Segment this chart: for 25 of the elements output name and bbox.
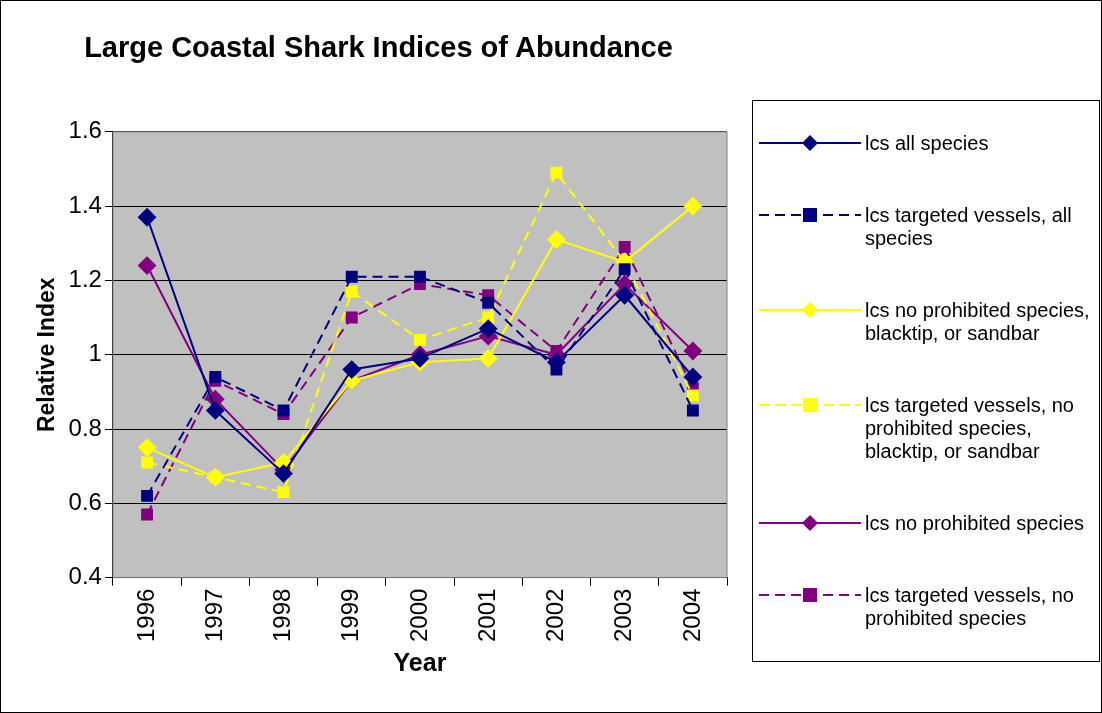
- x-tick-label: 1996: [131, 588, 159, 642]
- y-tick-label: 1.4: [68, 190, 102, 218]
- x-tick-label: 2001: [472, 588, 500, 642]
- x-tick-label: 2000: [404, 588, 432, 642]
- chart-title: Large Coastal Shark Indices of Abundance: [84, 31, 673, 64]
- y-tick-label: 0.6: [68, 487, 102, 515]
- x-tick-label: 1997: [199, 588, 227, 642]
- x-axis-title: Year: [393, 647, 447, 676]
- legend-label: lcs targeted vessels, all species: [865, 203, 1073, 250]
- x-tick-label: 1998: [268, 588, 296, 642]
- legend-label: lcs no prohibited species: [865, 512, 1085, 536]
- x-tick-label: 2002: [541, 588, 569, 642]
- legend-label: lcs targeted vessels, no prohibited species, blacktip, or sandbar: [865, 394, 1075, 464]
- x-tick-label: 1999: [336, 588, 364, 642]
- y-axis-title: Relative Index: [33, 277, 60, 433]
- y-tick-label: 1.6: [68, 116, 102, 144]
- y-tick-label: 0.4: [68, 562, 102, 590]
- legend-label: lcs all species: [865, 131, 990, 155]
- y-tick-label: 0.8: [68, 413, 102, 441]
- x-tick-label: 2004: [677, 588, 705, 642]
- legend-label: lcs targeted vessels, no prohibited species: [865, 584, 1075, 631]
- y-tick-label: 1: [88, 339, 102, 367]
- y-tick-label: 1.2: [68, 265, 102, 293]
- legend-label: lcs no prohibited species, blacktip, or sandbar: [865, 298, 1091, 345]
- x-tick-label: 2003: [609, 588, 637, 642]
